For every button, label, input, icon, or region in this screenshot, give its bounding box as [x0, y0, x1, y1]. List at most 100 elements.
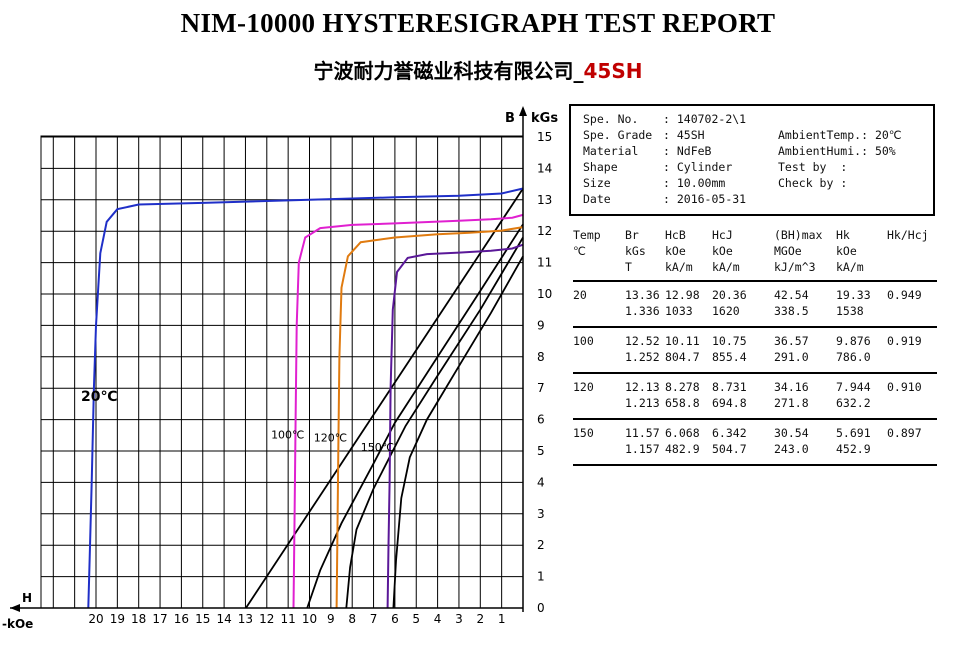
y-tick-label: 15 [537, 130, 552, 144]
x-tick-label: 10 [302, 612, 317, 626]
load-line [345, 237, 524, 609]
load-line [392, 255, 524, 609]
x-tick-label: 9 [327, 612, 335, 626]
table-cell-temp: 20 [573, 288, 587, 302]
table-header-cell: MGOe [774, 244, 802, 258]
table-divider [573, 464, 937, 466]
spe-no-label: Spe. No. [583, 112, 639, 126]
company-name: 宁波耐力誉磁业科技有限公司_ [313, 59, 584, 83]
y-tick-label: 7 [537, 381, 545, 395]
table-cell: 855.4 [712, 350, 747, 364]
table-cell: 0.910 [887, 380, 922, 394]
table-cell: 658.8 [665, 396, 700, 410]
y-tick-label: 10 [537, 287, 552, 301]
report-title: NIM-10000 HYSTERESIGRAPH TEST REPORT [180, 8, 776, 38]
table-cell: 9.876 [836, 334, 871, 348]
table-cell: 7.944 [836, 380, 871, 394]
y-tick-label: 14 [537, 161, 552, 175]
table-cell: 34.16 [774, 380, 809, 394]
x-tick-label: 16 [174, 612, 189, 626]
table-header-cell: kA/m [712, 260, 740, 274]
curve-label: 20℃ [81, 389, 117, 405]
table-cell: 271.8 [774, 396, 809, 410]
table-cell-temp: 100 [573, 334, 594, 348]
load-line [245, 188, 524, 609]
table-cell: 786.0 [836, 350, 871, 364]
x-tick-label: 14 [216, 612, 231, 626]
material-text: NdFeB [676, 144, 712, 158]
grade-label: 45SH [583, 59, 643, 83]
y-tick-label: 9 [537, 318, 545, 332]
table-header-cell: T [625, 260, 632, 274]
table-cell: 42.54 [774, 288, 809, 302]
table-header-cell: kA/m [836, 260, 864, 274]
table-cell: 504.7 [712, 442, 747, 456]
test-by: Test by : [778, 160, 855, 174]
table-header-cell: Temp [573, 228, 601, 242]
table-cell: 30.54 [774, 426, 809, 440]
x-tick-label: 18 [131, 612, 146, 626]
y-tick-label: 2 [537, 538, 545, 552]
table-cell: 1.336 [625, 304, 660, 318]
table-cell: 10.75 [712, 334, 747, 348]
demag-curve [335, 226, 524, 609]
table-cell: 19.33 [836, 288, 871, 302]
table-cell: 1033 [665, 304, 693, 318]
x-tick-label: 3 [455, 612, 463, 626]
x-tick-label: 13 [238, 612, 253, 626]
table-cell: 482.9 [665, 442, 700, 456]
spe-no-text: 140702-2\1 [676, 112, 747, 126]
x-tick-label: 12 [259, 612, 274, 626]
material-value: : NdFeB [663, 144, 712, 158]
x-tick-label: 5 [412, 612, 420, 626]
table-divider [573, 372, 937, 374]
table-cell: 1538 [836, 304, 864, 318]
table-cell: 8.731 [712, 380, 747, 394]
material-label: Material [583, 144, 639, 158]
table-cell: 0.897 [887, 426, 922, 440]
table-cell: 6.342 [712, 426, 747, 440]
table-divider [573, 326, 937, 328]
ambient-temp: AmbientTemp.: 20℃ [778, 128, 902, 142]
shape-label: Shape [583, 160, 618, 174]
table-cell: 291.0 [774, 350, 809, 364]
ambient-humi-value: 50% [874, 144, 896, 158]
y-tick-label: 5 [537, 444, 545, 458]
table-cell-temp: 120 [573, 380, 594, 394]
table-cell: 1.157 [625, 442, 660, 456]
y-tick-label: 4 [537, 475, 545, 489]
table-header-cell: HcB [665, 228, 686, 242]
x-axis-label-unit: -kOe [2, 617, 33, 630]
table-cell: 1.252 [625, 350, 660, 364]
demag-curve [87, 187, 524, 609]
table-cell: 338.5 [774, 304, 809, 318]
ambient-temp-label: AmbientTemp. [778, 128, 862, 142]
table-header-cell: Hk/Hcj [887, 228, 929, 242]
table-cell: 243.0 [774, 442, 809, 456]
table-cell: 12.98 [665, 288, 700, 302]
check-by: Check by : [778, 176, 855, 190]
table-cell: 11.57 [625, 426, 660, 440]
table-cell: 452.9 [836, 442, 871, 456]
ambient-temp-value: 20℃ [874, 128, 902, 142]
x-tick-label: 20 [88, 612, 103, 626]
ambient-humi: AmbientHumi.: 50% [778, 144, 896, 158]
x-tick-label: 17 [152, 612, 167, 626]
table-cell: 694.8 [712, 396, 747, 410]
size-text: 10.00mm [676, 176, 726, 190]
y-tick-label: 6 [537, 413, 545, 427]
table-header-cell: kGs [625, 244, 646, 258]
table-cell-temp: 150 [573, 426, 594, 440]
x-tick-label: 2 [476, 612, 484, 626]
grid-frame [40, 135, 524, 609]
size-value: : 10.00mm [663, 176, 726, 190]
check-by-label: Check by [778, 176, 834, 190]
spe-no-row: Spe. No. [583, 112, 638, 126]
table-header-cell: ℃ [573, 244, 586, 258]
curve-label: 100℃ [271, 428, 304, 441]
curve-label: 150℃ [361, 441, 394, 454]
demag-curve [292, 213, 524, 609]
table-cell: 1.213 [625, 396, 660, 410]
table-cell: 0.919 [887, 334, 922, 348]
